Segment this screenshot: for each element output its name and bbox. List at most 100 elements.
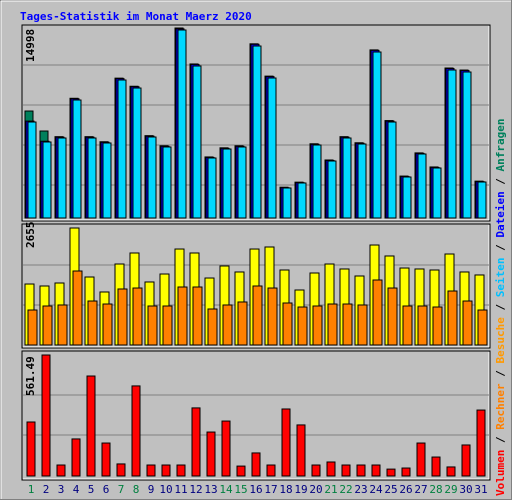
bar [251, 452, 261, 477]
bar [432, 167, 442, 219]
bar [132, 287, 143, 346]
bar [86, 375, 96, 477]
bar [177, 29, 187, 219]
bar [221, 420, 231, 477]
bar [102, 303, 113, 346]
bar [102, 142, 112, 219]
x-tick-label: 1 [28, 483, 35, 496]
x-tick-label: 3 [58, 483, 65, 496]
bar [282, 302, 293, 346]
bar [206, 431, 216, 477]
x-tick-label: 5 [88, 483, 95, 496]
bar [357, 304, 368, 346]
bar [431, 456, 441, 477]
bar [41, 354, 51, 477]
bar [476, 409, 486, 477]
x-tick-label: 30 [459, 483, 472, 496]
bar [147, 136, 157, 219]
bar [446, 466, 456, 477]
bar [447, 69, 457, 219]
x-tick-label: 29 [444, 483, 457, 496]
x-tick-label: 7 [118, 483, 125, 496]
y-tick-label: 561.49 [24, 356, 37, 396]
bar [402, 176, 412, 219]
bar [326, 461, 336, 477]
bar [401, 467, 411, 477]
bar [57, 304, 68, 346]
bar [417, 305, 428, 346]
x-tick-label: 2 [43, 483, 50, 496]
legend-entry: Volumen [494, 450, 507, 496]
x-tick-label: 6 [103, 483, 110, 496]
bar [252, 45, 262, 219]
bar [342, 303, 353, 346]
bar [357, 143, 367, 219]
x-tick-label: 10 [159, 483, 172, 496]
bar [327, 303, 338, 346]
bar [72, 270, 83, 346]
bar [342, 137, 352, 219]
bar [282, 187, 292, 219]
legend-entry: Rechner [494, 383, 507, 430]
x-tick-label: 31 [474, 483, 487, 496]
bar [192, 65, 202, 219]
bar [371, 464, 381, 477]
bar [462, 71, 472, 219]
bar [477, 309, 488, 346]
x-tick-label: 20 [309, 483, 322, 496]
bar [372, 51, 382, 219]
x-tick-label: 22 [339, 483, 352, 496]
bar [191, 407, 201, 477]
bar [87, 137, 97, 219]
bar [356, 464, 366, 477]
bar [312, 305, 323, 346]
x-tick-label: 15 [234, 483, 247, 496]
x-tick-label: 11 [174, 483, 187, 496]
bar [267, 287, 278, 346]
bar [266, 464, 276, 477]
bar [207, 308, 218, 346]
x-tick-label: 16 [249, 483, 262, 496]
bar [117, 79, 127, 219]
bar [297, 182, 307, 219]
bar [447, 290, 458, 346]
bar [57, 137, 67, 219]
bar [461, 444, 471, 477]
bar [207, 157, 217, 219]
bar [56, 464, 66, 477]
bar [372, 279, 383, 346]
bar [312, 144, 322, 219]
x-tick-label: 17 [264, 483, 277, 496]
bar [26, 421, 36, 477]
legend-entry: Besuche [494, 317, 507, 364]
legend-entry: Dateien [494, 191, 507, 237]
bar [416, 442, 426, 477]
bar [132, 87, 142, 219]
bar [192, 286, 203, 346]
bar [117, 288, 128, 346]
bar [417, 153, 427, 219]
bar [387, 121, 397, 219]
y-tick-label: 14998 [24, 29, 37, 62]
bar [27, 121, 37, 219]
x-tick-label: 8 [133, 483, 140, 496]
chart-title: Tages-Statistik im Monat Maerz 2020 [20, 10, 252, 23]
legend: Volumen / Rechner / Besuche / Seiten / D… [494, 118, 507, 496]
x-tick-label: 21 [324, 483, 337, 496]
bar [162, 305, 173, 346]
x-tick-label: 24 [369, 483, 383, 496]
x-tick-label: 23 [354, 483, 367, 496]
bar [311, 464, 321, 477]
bar [222, 148, 232, 219]
bar [42, 305, 53, 346]
x-tick-label: 13 [204, 483, 217, 496]
bar [87, 300, 98, 346]
x-tick-label: 18 [279, 483, 292, 496]
bar [162, 146, 172, 219]
bar [176, 464, 186, 477]
bar [462, 300, 473, 346]
bar [281, 408, 291, 477]
bar [116, 463, 126, 477]
bar [71, 438, 81, 477]
